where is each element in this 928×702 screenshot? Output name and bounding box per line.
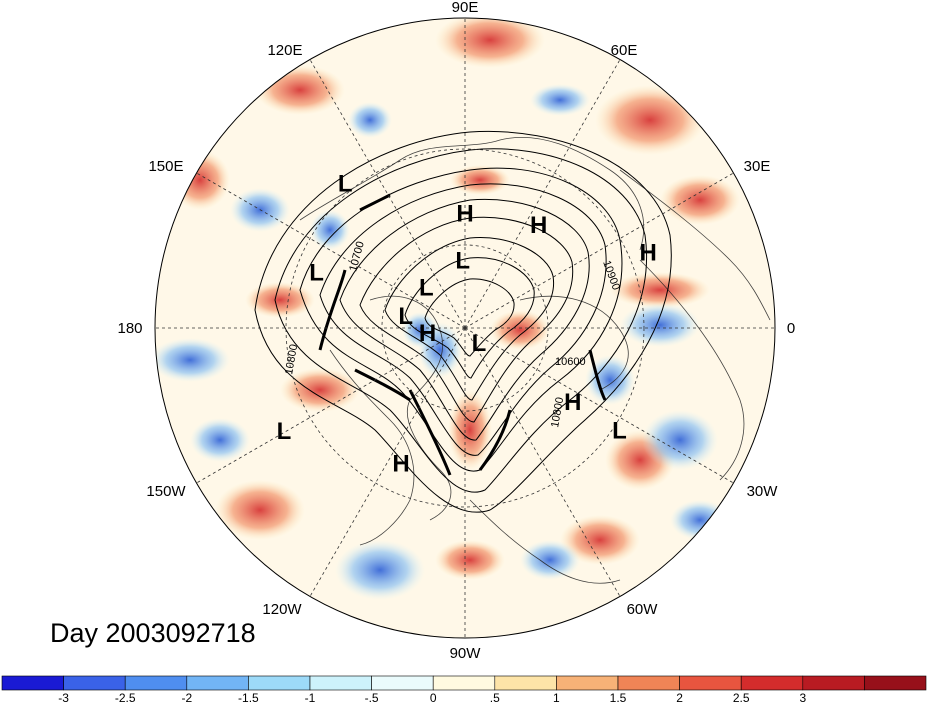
latitude-circle <box>285 148 645 508</box>
cool-anomaly <box>620 303 700 347</box>
colorbar-swatch <box>740 675 804 691</box>
colorbar-tick-label: -2 <box>181 691 192 702</box>
coastlines <box>299 136 771 584</box>
high-pressure-marker: H <box>419 320 436 347</box>
colorbar-tick-label: -.5 <box>365 691 379 702</box>
cool-anomaly <box>670 500 730 540</box>
low-pressure-marker: L <box>455 247 470 274</box>
warm-anomaly <box>255 65 345 115</box>
warm-anomaly <box>245 282 315 318</box>
colorbar-swatch <box>556 675 619 691</box>
meridian-line <box>309 327 466 597</box>
lon-label-30w: 30W <box>747 483 779 500</box>
warm-anomaly <box>490 310 550 350</box>
high-pressure-marker: H <box>639 239 656 266</box>
colorbar-swatch <box>1 675 64 691</box>
lon-label-180: 180 <box>117 320 142 337</box>
colorbar-tick-label: 2.5 <box>733 691 750 702</box>
cool-anomaly <box>402 312 438 348</box>
lon-label-120w: 120W <box>262 601 302 618</box>
cool-anomaly <box>642 410 718 470</box>
colorbar-swatch <box>371 675 434 691</box>
colorbar-swatch <box>248 675 311 691</box>
warm-anomaly <box>610 272 710 308</box>
colorbar-tick-label: .5 <box>490 691 500 702</box>
low-pressure-marker: L <box>277 418 292 445</box>
warm-anomaly <box>595 85 705 155</box>
colorbar-swatch <box>63 675 126 691</box>
colorbar-swatch <box>186 675 249 691</box>
colorbar: -3 -2.5 -2 -1.5 -1 -.5 0 .5 1 1.5 2 2.5 3 <box>1 675 927 702</box>
cool-anomaly <box>520 540 580 580</box>
high-pressure-marker: H <box>456 201 473 228</box>
colorbar-tick-label: 1 <box>553 691 560 702</box>
lon-label-120e: 120E <box>267 42 302 59</box>
colorbar-tick-label: -1 <box>305 691 316 702</box>
longitude-labels: 90E 60E 30E 0 30W 60W 90W 120W 150W 180 … <box>117 0 795 662</box>
warm-anomaly <box>435 18 545 68</box>
lon-label-60e: 60E <box>611 42 638 59</box>
low-pressure-marker: L <box>612 418 627 445</box>
latitude-circle <box>381 244 549 412</box>
cool-anomaly <box>530 84 590 116</box>
lon-label-90w: 90W <box>450 645 482 662</box>
low-pressure-marker: L <box>338 171 353 198</box>
colorbar-swatch <box>432 675 496 691</box>
colorbar-swatch <box>124 675 188 691</box>
lon-label-60w: 60W <box>627 601 659 618</box>
colorbar-tick-label: -2.5 <box>115 691 136 702</box>
map-border <box>154 17 776 639</box>
meridian-line <box>464 327 734 484</box>
high-pressure-marker: H <box>530 212 547 239</box>
meridian-line <box>196 327 466 484</box>
colorbar-swatch <box>494 675 557 691</box>
meridian-line <box>464 172 734 329</box>
meridian-line <box>464 327 621 597</box>
warm-anomaly <box>660 175 740 225</box>
cool-anomaly <box>190 418 250 462</box>
low-pressure-marker: L <box>472 330 487 357</box>
warm-anomaly <box>450 165 510 195</box>
warm-anomaly <box>215 480 305 540</box>
colorbar-swatch <box>617 675 680 691</box>
day-label: Day 2003092718 <box>50 618 256 648</box>
colorbar-swatch <box>679 675 742 691</box>
warm-anomaly <box>435 540 505 580</box>
cool-anomaly <box>335 540 425 600</box>
low-pressure-marker: L <box>398 303 413 330</box>
contour-label: 10800 <box>283 343 300 375</box>
graticule <box>155 18 775 638</box>
meridian-line <box>464 59 621 329</box>
high-pressure-marker: H <box>564 389 581 416</box>
cool-anomaly <box>155 338 230 382</box>
warm-anomaly <box>448 390 492 470</box>
meridian-line <box>196 172 466 329</box>
lon-label-150w: 150W <box>146 483 186 500</box>
meridian-line <box>309 59 466 329</box>
low-pressure-marker: L <box>419 275 434 302</box>
jet-streaks <box>318 193 607 476</box>
cool-anomaly <box>310 210 350 250</box>
contour-label: 10600 <box>555 356 586 368</box>
colorbar-swatch <box>309 675 372 691</box>
cool-anomaly <box>585 355 635 405</box>
colorbar-tick-label: 2 <box>676 691 683 702</box>
lon-label-150e: 150E <box>148 158 183 175</box>
low-pressure-marker: L <box>309 259 324 286</box>
colorbar-tick-label: 3 <box>799 691 806 702</box>
colorbar-swatch <box>802 675 865 691</box>
colorbar-tick-label: 1.5 <box>610 691 627 702</box>
colorbar-tick-label: -1.5 <box>238 691 259 702</box>
cool-anomaly <box>348 102 392 138</box>
contour-label: 10800 <box>549 396 566 428</box>
lon-label-0: 0 <box>787 320 795 337</box>
colorbar-tick-label: 0 <box>430 691 437 702</box>
high-pressure-marker: H <box>392 450 409 477</box>
lon-label-30e: 30E <box>744 158 771 175</box>
lon-label-90e: 90E <box>452 0 479 16</box>
colorbar-tick-label: -3 <box>58 691 69 702</box>
colorbar-swatch <box>864 675 927 691</box>
